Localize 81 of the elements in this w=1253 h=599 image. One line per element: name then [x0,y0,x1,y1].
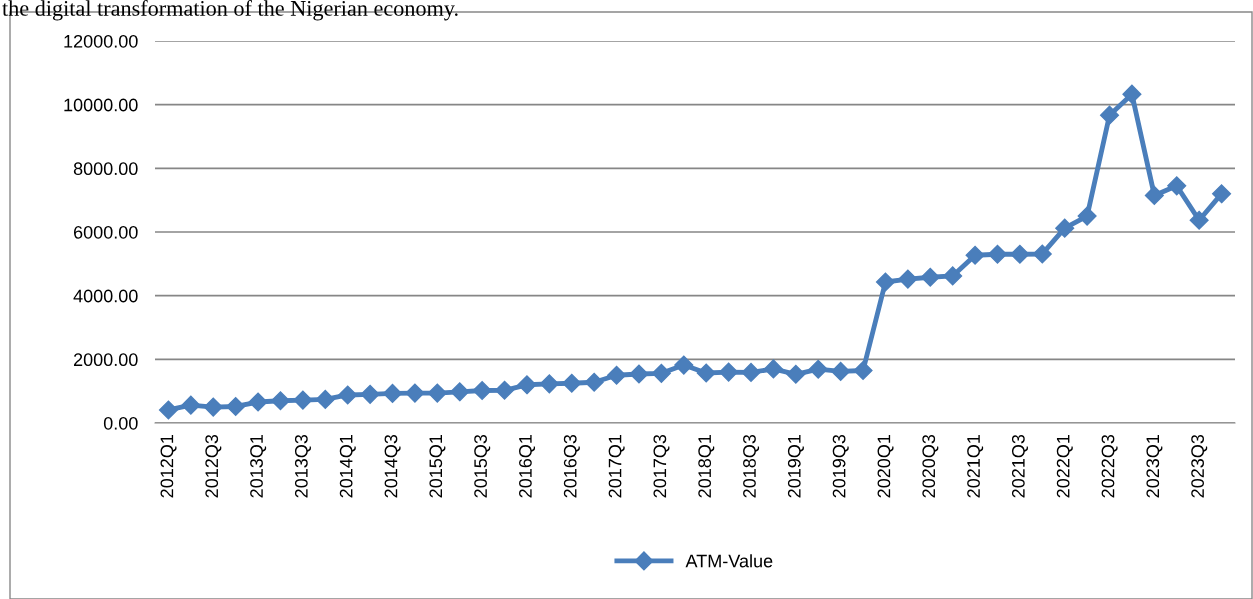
point [1212,184,1232,204]
x-tick-label: 2013Q3 [294,434,311,498]
point [539,374,559,394]
x-tick-label: 2020Q1 [877,434,894,498]
point [987,244,1008,264]
point [1055,218,1075,238]
point [763,359,783,379]
point [898,269,918,289]
point [875,272,895,292]
y-tick-label: 4000.00 [73,289,138,303]
x-tick-label: 2015Q3 [474,434,491,498]
point [495,380,515,400]
x-tick-label: 2021Q1 [967,434,984,498]
point [270,391,291,411]
x-tick-label: 2016Q3 [563,434,580,498]
point [248,392,268,412]
x-tick-label: 2019Q3 [832,434,849,498]
point [607,365,627,385]
point [674,355,694,375]
x-tick-label: 2022Q1 [1056,434,1073,498]
point [360,384,380,404]
point [382,383,403,403]
point [696,363,716,383]
point [831,361,851,381]
x-tick-label: 2017Q3 [653,434,670,498]
point [562,373,582,393]
point [450,382,470,402]
text: the digital transformation of the Nigerian economy. [2,0,458,21]
x-tick-label: 2018Q1 [698,434,715,498]
x-tick-label: 2012Q1 [160,434,177,498]
point [651,363,671,383]
point [629,364,649,384]
point [338,385,358,405]
x-tick-label: 2020Q3 [922,434,939,498]
point [1167,176,1187,196]
x-tick-label: 2013Q1 [250,434,267,498]
point [405,383,425,403]
point [943,266,963,286]
point [965,245,985,265]
point [1144,185,1164,205]
point [517,375,537,395]
point [808,359,828,379]
point [584,372,604,392]
x-tick-label: 2018Q3 [743,434,760,498]
y-tick-label: 10000.00 [64,98,138,112]
x-tick-label: 2012Q3 [205,434,222,498]
legend-label: ATM-Value [685,554,773,568]
y-tick-label: 2000.00 [73,353,138,367]
y-tick-label: 0.00 [103,416,138,430]
x-tick-label: 2023Q3 [1191,434,1208,498]
point [1122,84,1142,104]
point [203,397,223,417]
point [472,380,492,401]
point [293,390,313,410]
point [315,389,335,409]
x-tick-label: 2016Q1 [519,434,536,498]
point [181,395,201,415]
x-tick-label: 2014Q3 [384,434,401,498]
point [741,362,761,382]
point [786,364,806,384]
y-tick-label: 12000.00 [64,34,138,48]
point [158,400,178,420]
point [1010,244,1030,264]
x-tick-label: 2017Q1 [608,434,625,498]
point [719,362,739,382]
x-tick-label: 2022Q3 [1101,434,1118,498]
point [1032,244,1052,264]
x-tick-label: 2023Q1 [1146,434,1163,498]
point [427,383,447,403]
x-tick-label: 2021Q3 [1011,434,1028,498]
point [1099,105,1120,125]
point [1189,210,1209,230]
point [853,360,873,381]
x-tick-label: 2015Q1 [429,434,446,498]
point [1077,206,1097,226]
y-tick-label: 6000.00 [73,225,138,239]
x-tick-label: 2019Q1 [787,434,804,498]
x-tick-label: 2014Q1 [339,434,356,498]
point [920,267,940,287]
y-tick-label: 8000.00 [73,162,138,176]
point [226,396,246,416]
